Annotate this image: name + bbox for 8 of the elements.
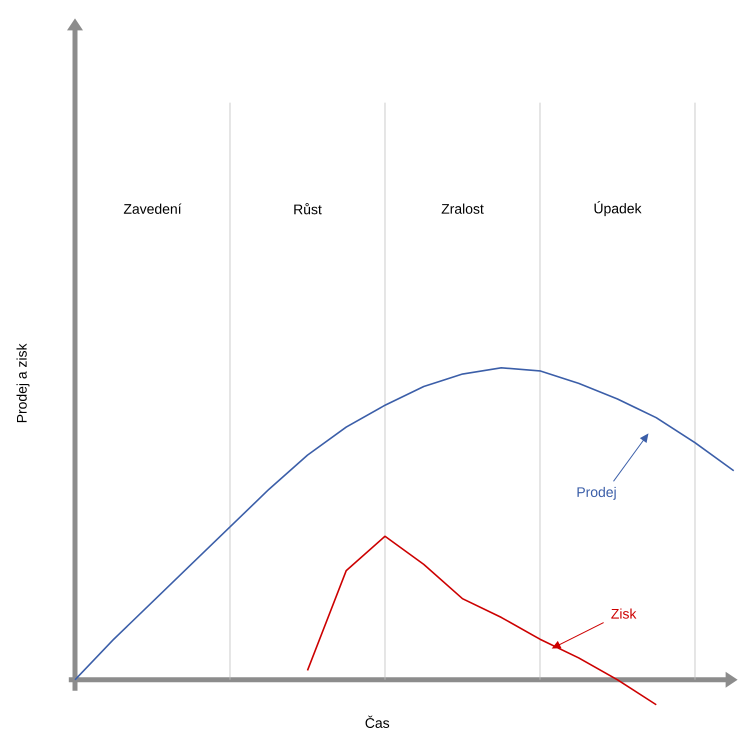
text: Růst bbox=[294, 202, 322, 214]
text: Zavedení bbox=[124, 203, 182, 214]
text: Prodej bbox=[577, 486, 616, 500]
x-axis-title: Čas bbox=[366, 716, 390, 728]
y-axis-title: Prodej a zisk bbox=[16, 343, 30, 422]
text: Zisk bbox=[611, 608, 636, 619]
text: Úpadek bbox=[594, 201, 642, 216]
text: Zralost bbox=[442, 204, 484, 214]
